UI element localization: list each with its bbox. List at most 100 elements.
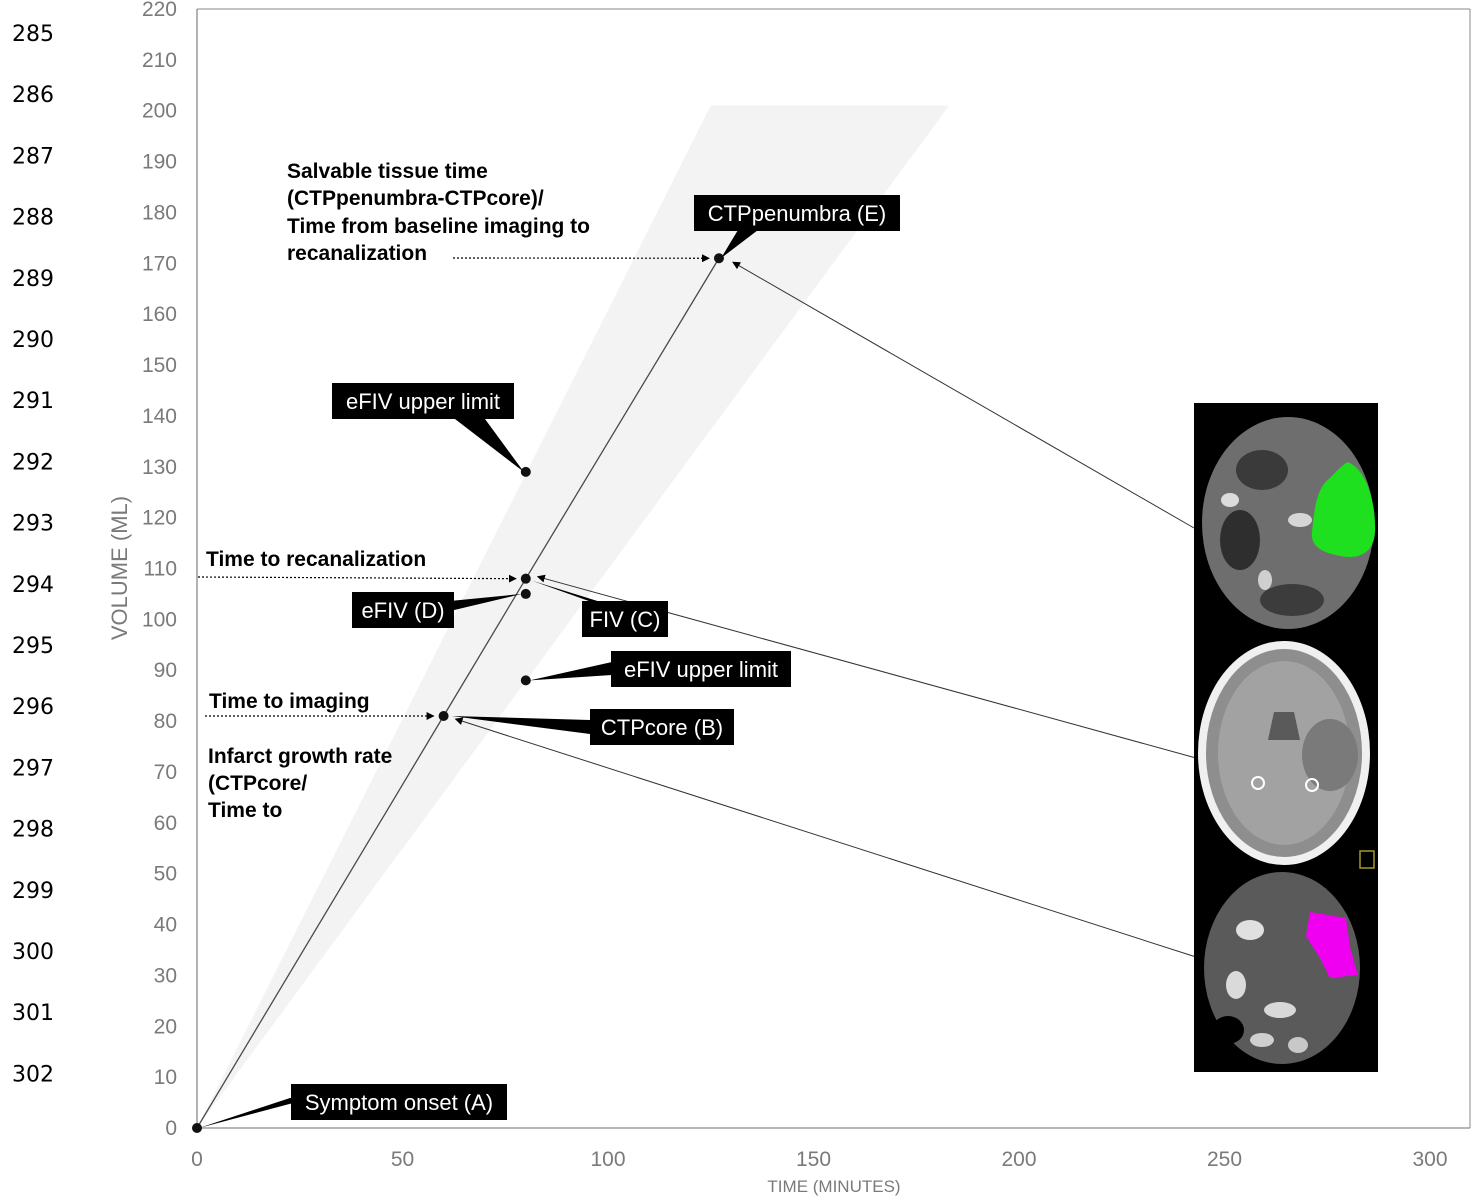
y-tick-label: 110 — [144, 558, 177, 581]
x-tick-label: 0 — [191, 1148, 203, 1171]
time-to-recanalization-note: Time to recanalization — [206, 548, 426, 571]
y-tick-label: 190 — [142, 151, 177, 174]
line-number: 290 — [12, 328, 54, 353]
callout-pointer — [451, 716, 590, 734]
label-text: eFIV (D) — [361, 598, 444, 623]
line-number: 297 — [12, 756, 54, 781]
line-number: 287 — [12, 144, 54, 169]
salvable-note-line-4: recanalization — [287, 242, 427, 265]
x-tick-label: 300 — [1412, 1148, 1447, 1171]
line-number: 288 — [12, 206, 54, 231]
line-number: 285 — [12, 22, 54, 47]
line-number: 296 — [12, 695, 54, 720]
uncertainty-band — [197, 105, 950, 1128]
y-axis-title: VOLUME (ML) — [107, 496, 132, 640]
label-efiv-upper-high: eFIV upper limit — [332, 383, 514, 419]
y-tick-label: 160 — [142, 303, 177, 326]
line-number: 299 — [12, 879, 54, 904]
series-line — [196, 257, 720, 1129]
label-efiv: eFIV (D) — [352, 592, 454, 628]
annotations: Salvable tissue time (CTPpenumbra-CTPcor… — [206, 160, 590, 822]
data-points — [192, 253, 724, 1133]
salvable-note-line-1: Salvable tissue time — [287, 160, 488, 183]
y-tick-label: 200 — [142, 100, 177, 123]
label-text: CTPpenumbra (E) — [708, 201, 887, 226]
y-tick-label: 40 — [154, 914, 177, 937]
line-number: 302 — [12, 1062, 54, 1087]
x-axis-ticks: 0 50 100 150 200 250 300 — [191, 1148, 1447, 1171]
y-tick-label: 50 — [154, 863, 177, 886]
y-tick-label: 180 — [142, 201, 177, 224]
data-point — [438, 711, 449, 722]
callout-pointer — [199, 1098, 312, 1128]
salvable-note-line-3: Time from baseline imaging to — [287, 215, 590, 238]
y-tick-label: 90 — [154, 659, 177, 682]
data-point — [520, 573, 531, 584]
label-text: eFIV upper limit — [346, 389, 500, 414]
brain-scan-images — [1194, 403, 1378, 1072]
y-tick-label: 80 — [154, 710, 177, 733]
y-tick-label: 150 — [142, 354, 177, 377]
label-text: Symptom onset (A) — [305, 1090, 493, 1115]
x-tick-label: 150 — [796, 1148, 831, 1171]
callout-pointer — [450, 593, 522, 611]
line-number: 301 — [12, 1001, 54, 1026]
y-tick-label: 70 — [154, 761, 177, 784]
label-ctp-core: CTPcore (B) — [590, 709, 734, 745]
scan-arrow — [454, 717, 1197, 958]
y-tick-label: 120 — [142, 507, 177, 530]
data-point — [520, 675, 531, 686]
dotted-arrow — [197, 574, 517, 583]
y-tick-label: 10 — [154, 1066, 177, 1089]
infarct-growth-note-line-3: Time to — [208, 799, 282, 822]
line-numbers: 285 286 287 288 289 290 291 292 293 294 295 296 297 2… — [12, 22, 54, 1087]
line-number: 298 — [12, 818, 54, 843]
line-number: 291 — [12, 389, 54, 414]
y-tick-label: 130 — [142, 456, 177, 479]
y-tick-label: 210 — [142, 49, 177, 72]
callout-pointer — [720, 230, 758, 259]
salvable-note-line-2: (CTPpenumbra-CTPcore)/ — [287, 187, 544, 210]
line-number: 293 — [12, 512, 54, 537]
infarct-growth-note-line-2: (CTPcore/ — [208, 772, 307, 795]
y-tick-label: 220 — [142, 0, 177, 21]
line-number: 300 — [12, 940, 54, 965]
data-point — [192, 1123, 202, 1133]
data-point — [520, 466, 531, 477]
x-tick-label: 50 — [391, 1148, 414, 1171]
y-tick-label: 60 — [154, 812, 177, 835]
label-efiv-upper-low: eFIV upper limit — [611, 651, 791, 687]
dotted-arrows — [197, 254, 710, 721]
y-tick-label: 30 — [154, 964, 177, 987]
penumbra-scan — [1202, 417, 1376, 629]
scan-arrow — [732, 261, 1195, 529]
callout-pointer — [455, 419, 524, 472]
x-axis-title: TIME (MINUTES) — [767, 1177, 900, 1196]
time-to-imaging-note: Time to imaging — [209, 690, 370, 713]
x-tick-label: 200 — [1001, 1148, 1036, 1171]
plot-frame — [196, 8, 1471, 1129]
x-tick-label: 100 — [590, 1148, 625, 1171]
line-number: 295 — [12, 634, 54, 659]
line-number: 289 — [12, 267, 54, 292]
y-tick-label: 140 — [142, 405, 177, 428]
label-symptom-onset: Symptom onset (A) — [291, 1084, 507, 1120]
label-text: eFIV upper limit — [624, 657, 778, 682]
line-number: 286 — [12, 83, 54, 108]
ct-scan — [1198, 641, 1375, 869]
core-scan — [1204, 872, 1360, 1064]
label-fiv: FIV (C) — [582, 601, 668, 637]
label-text: CTPcore (B) — [601, 715, 723, 740]
label-text: FIV (C) — [590, 607, 661, 632]
infarct-growth-note-line-1: Infarct growth rate — [208, 745, 392, 768]
y-axis-ticks: 0 10 20 30 40 50 60 70 80 90 100 110 120 130 140 150 160… — [142, 0, 177, 1140]
y-tick-label: 100 — [142, 608, 177, 631]
y-tick-label: 170 — [142, 252, 177, 275]
line-number: 292 — [12, 450, 54, 475]
data-point — [713, 253, 724, 264]
callout-pointer — [529, 662, 612, 681]
y-tick-label: 0 — [165, 1117, 177, 1140]
point-labels: Symptom onset (A) CTPcore (B) FIV (C) eF… — [291, 195, 900, 1120]
data-point — [520, 588, 531, 599]
